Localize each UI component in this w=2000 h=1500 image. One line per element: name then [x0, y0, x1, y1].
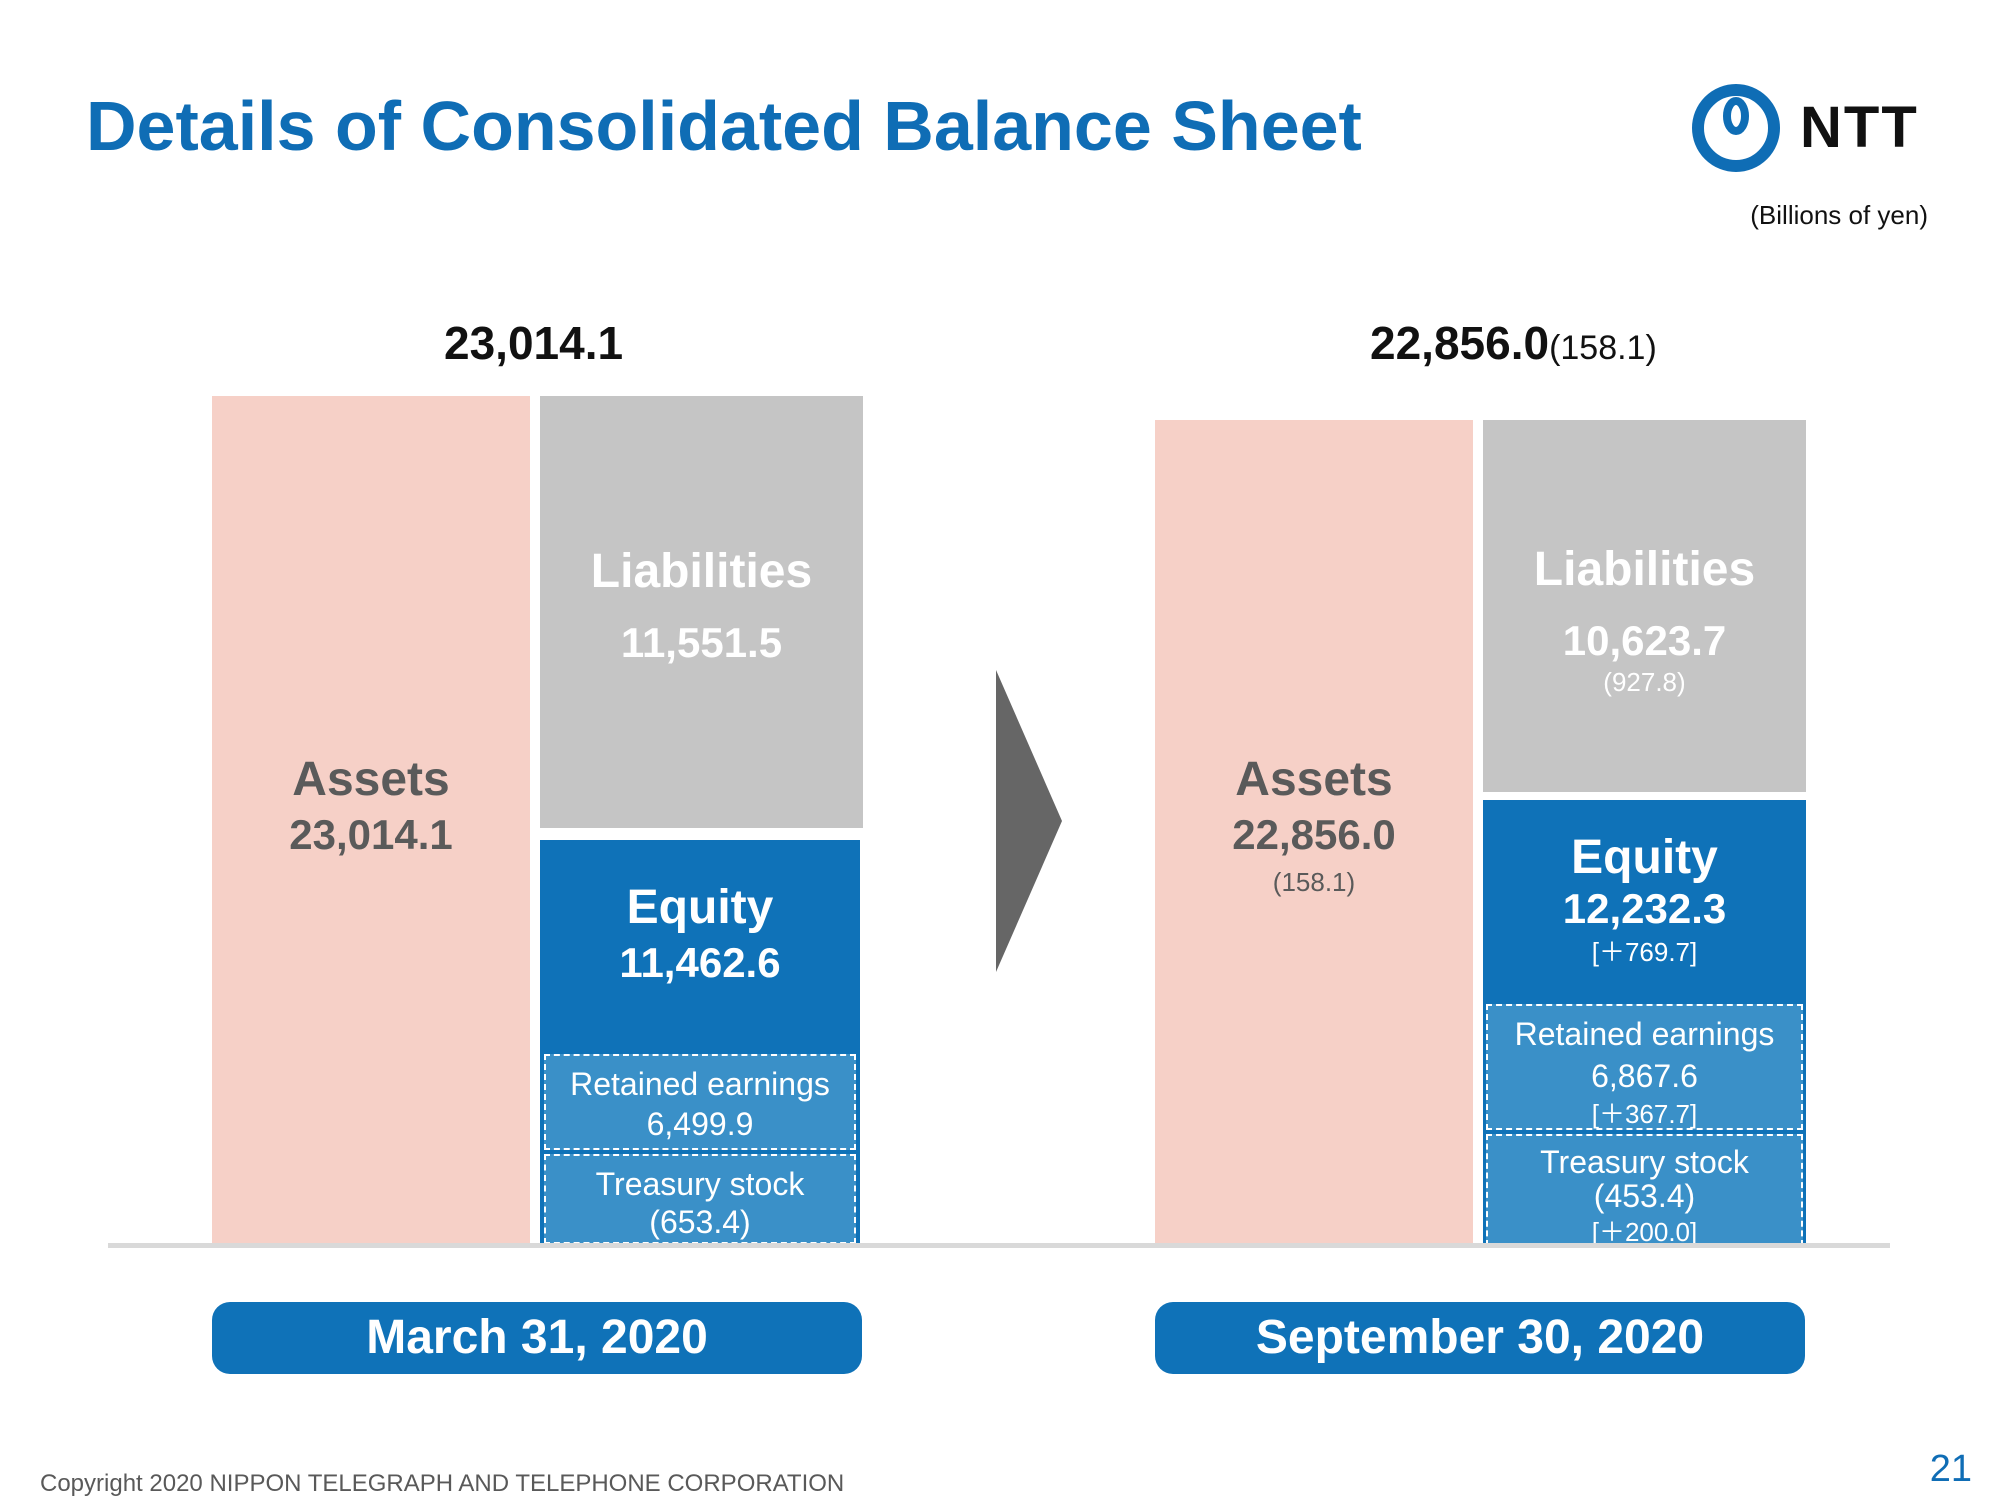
- period-2-retained-earnings-value: 6,867.6: [1591, 1058, 1698, 1094]
- page-number: 21: [1929, 1448, 1972, 1490]
- period-2-treasury-stock-label: Treasury stock: [1540, 1144, 1749, 1180]
- period-2-liabilities-label: Liabilities: [1533, 543, 1756, 596]
- period-1-equity-label: Equity: [626, 881, 774, 934]
- period-2-liabilities-value: 10,623.7: [1562, 617, 1727, 664]
- period-1-date-label: March 31, 2020: [212, 1302, 862, 1374]
- copyright-footer: Copyright 2020 NIPPON TELEGRAPH AND TELE…: [40, 1470, 845, 1497]
- period-1-equity-value: 11,462.6: [619, 939, 781, 986]
- period-1-treasury-stock-box: Treasury stock (653.4): [544, 1154, 856, 1244]
- period-2-treasury-stock-change: [＋200.0]: [1591, 1217, 1698, 1247]
- period-2-treasury-stock-box: Treasury stock (453.4) [＋200.0]: [1486, 1134, 1803, 1247]
- period-2-total-value: 22,856.0: [1370, 317, 1550, 369]
- period-2-liabilities-change: (927.8): [1603, 667, 1686, 697]
- period-1-treasury-stock-label: Treasury stock: [595, 1166, 805, 1202]
- chevron-right-icon: [996, 670, 1062, 972]
- period-1-liabilities-label: Liabilities: [590, 545, 813, 598]
- period-2-retained-earnings-label: Retained earnings: [1514, 1016, 1775, 1052]
- period-2-assets-value: 22,856.0: [1232, 811, 1396, 858]
- period-1-retained-earnings-label: Retained earnings: [570, 1066, 830, 1102]
- period-2-total: 22,856.0(158.1): [1370, 316, 1657, 370]
- period-1-liabilities-bar: Liabilities 11,551.5: [540, 396, 863, 828]
- logo-text: NTT: [1800, 95, 1919, 160]
- period-2-treasury-stock-value: (453.4): [1593, 1178, 1696, 1214]
- period-2-retained-earnings-box: Retained earnings 6,867.6 [＋367.7]: [1486, 1004, 1803, 1130]
- period-1-assets-value: 23,014.1: [289, 811, 453, 858]
- period-2-total-change: (158.1): [1549, 329, 1657, 367]
- period-1-assets-label: Assets: [292, 753, 450, 806]
- period-1-total-value: 23,014.1: [444, 317, 624, 369]
- period-2-assets-label: Assets: [1235, 753, 1393, 806]
- period-1-treasury-stock-value: (653.4): [649, 1204, 751, 1240]
- chart-baseline: [108, 1243, 1890, 1248]
- ntt-logo-icon: [1692, 84, 1780, 172]
- ntt-logo: NTT: [1690, 82, 1930, 174]
- period-2-assets-bar: Assets 22,856.0 (158.1): [1155, 420, 1473, 1248]
- period-2-assets-change: (158.1): [1272, 867, 1356, 897]
- period-2-liabilities-bar: Liabilities 10,623.7 (927.8): [1483, 420, 1806, 792]
- period-2-equity-label: Equity: [1571, 831, 1718, 884]
- period-1-retained-earnings-box: Retained earnings 6,499.9: [544, 1054, 856, 1150]
- period-1-total: 23,014.1: [444, 316, 623, 370]
- period-1-liabilities-value: 11,551.5: [620, 619, 783, 666]
- period-2-date-label: September 30, 2020: [1155, 1302, 1805, 1374]
- period-1-retained-earnings-value: 6,499.9: [646, 1106, 754, 1142]
- unit-note: (Billions of yen): [1750, 200, 1928, 230]
- page-title: Details of Consolidated Balance Sheet: [86, 87, 1362, 165]
- period-2-equity-value: 12,232.3: [1562, 885, 1727, 932]
- period-1-assets-bar: Assets 23,014.1: [212, 396, 530, 1248]
- period-2-equity-change: [＋769.7]: [1591, 937, 1698, 967]
- period-2-retained-earnings-change: [＋367.7]: [1591, 1099, 1698, 1129]
